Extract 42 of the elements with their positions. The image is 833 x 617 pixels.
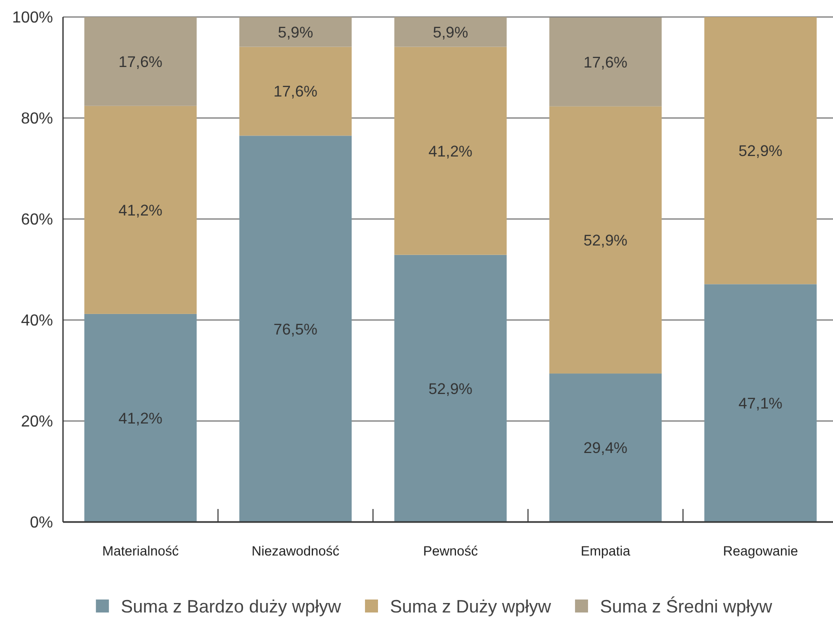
y-tick-label: 40% [20,312,53,330]
data-label: 47,1% [738,395,783,412]
x-tick-label: Reagowanie [722,544,798,559]
data-label: 52,9% [584,232,628,250]
bar [704,17,817,284]
legend-label: Suma z Duży wpływ [390,596,552,616]
data-label: 76,5% [274,321,318,338]
bar [704,284,817,522]
bar [549,374,662,522]
legend-label: Suma z Średni wpływ [600,595,774,616]
bar [84,106,197,314]
bar [84,17,197,106]
data-label: 41,2% [118,410,163,428]
x-tick-label: Niezawodność [252,544,340,559]
x-tick-label: Materialność [102,544,180,559]
data-label: 41,2% [118,202,163,220]
bar [394,17,507,47]
bar [394,254,507,522]
bar [549,106,662,374]
x-tick-label: Pewność [423,544,478,559]
y-tick-label: 0% [30,514,53,532]
y-tick-label: 100% [12,10,53,27]
data-label: 52,9% [428,380,473,398]
legend-label: Suma z Bardzo duży wpływ [120,596,342,616]
data-label: 17,6% [118,54,163,71]
data-label: 17,6% [584,54,628,72]
bar [239,17,352,47]
y-tick-label: 60% [20,212,53,229]
x-tick-label: Empatia [580,544,631,559]
data-label: 5,9% [432,24,468,42]
data-label: 41,2% [428,143,473,160]
y-tick-label: 20% [20,414,53,431]
bar [84,314,197,522]
data-label: 17,6% [274,84,318,101]
bar [394,46,507,255]
data-label: 52,9% [738,142,783,160]
y-tick-label: 80% [20,110,53,128]
bar [239,46,352,136]
bar [549,18,662,106]
bar [239,136,352,522]
data-label: 29,4% [584,440,628,458]
data-label: 5,9% [278,24,314,42]
